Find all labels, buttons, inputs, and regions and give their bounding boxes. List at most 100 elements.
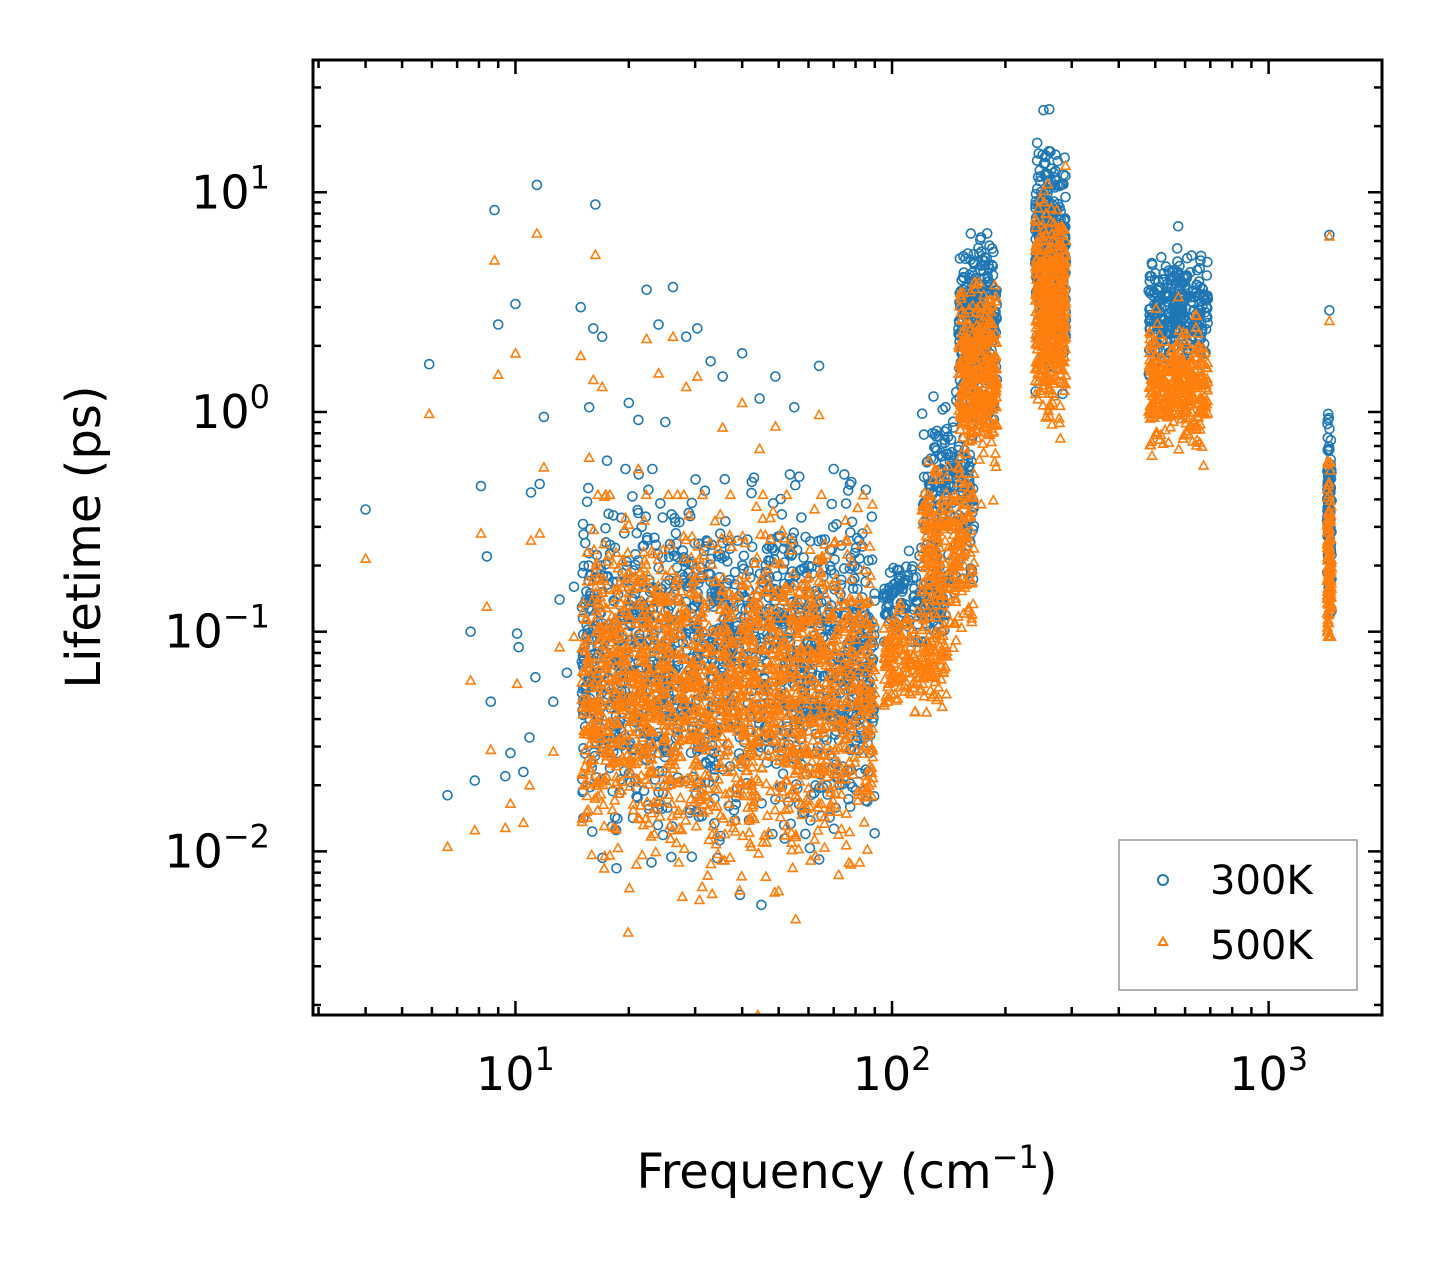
data-point-500k	[712, 736, 724, 748]
data-point-500k	[802, 782, 815, 793]
data-point-500k	[797, 673, 810, 684]
data-point-500k	[700, 740, 712, 751]
data-point-500k	[577, 597, 589, 608]
data-point-500k	[725, 532, 738, 544]
data-point-500k	[645, 602, 657, 614]
data-point-500k	[591, 488, 604, 500]
data-point-300k	[754, 568, 766, 580]
data-point-300k	[518, 766, 529, 778]
data-point-300k	[590, 199, 601, 210]
data-point-500k	[815, 754, 828, 765]
data-point-300k	[538, 411, 550, 423]
data-point-500k	[712, 722, 725, 733]
data-point-500k	[668, 584, 681, 595]
data-point-300k	[788, 401, 800, 413]
data-point-500k	[716, 730, 729, 742]
data-point-500k	[640, 488, 653, 500]
data-point-500k	[693, 625, 705, 637]
data-point-500k	[703, 677, 716, 688]
data-point-500k	[606, 803, 619, 815]
data-point-500k	[696, 880, 709, 892]
data-point-500k	[841, 548, 854, 559]
data-point-500k	[610, 546, 622, 558]
data-point-500k	[624, 780, 636, 791]
data-point-500k	[782, 706, 795, 718]
data-point-500k	[818, 841, 831, 852]
data-point-300k	[632, 504, 643, 516]
data-point-500k	[783, 625, 795, 636]
data-point-500k	[862, 692, 875, 703]
data-point-500k	[839, 535, 852, 546]
data-point-300k	[843, 793, 854, 805]
data-point-300k	[777, 768, 789, 780]
data-point-300k	[852, 583, 863, 595]
data-point-500k	[824, 688, 837, 700]
data-point-500k	[804, 659, 816, 670]
data-point-500k	[630, 638, 643, 650]
data-point-500k	[807, 698, 819, 710]
data-point-500k	[593, 620, 605, 632]
data-point-500k	[863, 577, 876, 589]
data-point-500k	[639, 747, 652, 758]
data-point-500k	[760, 870, 772, 882]
data-point-500k	[717, 812, 730, 823]
data-point-500k	[814, 690, 827, 702]
data-point-500k	[589, 657, 602, 669]
data-point-500k	[701, 639, 713, 651]
data-point-500k	[690, 688, 703, 699]
data-point-300k	[1181, 252, 1193, 264]
data-point-500k	[664, 701, 677, 712]
data-point-500k	[707, 702, 720, 714]
data-point-500k	[605, 757, 618, 768]
data-point-500k	[582, 657, 595, 669]
data-point-500k	[671, 714, 683, 726]
data-point-500k	[743, 657, 756, 668]
data-point-300k	[653, 319, 664, 330]
data-point-500k	[617, 754, 630, 765]
data-point-300k	[674, 516, 685, 528]
data-point-500k	[595, 788, 607, 799]
data-point-500k	[717, 697, 730, 709]
data-point-500k	[638, 514, 651, 525]
data-point-500k	[715, 610, 728, 622]
data-point-500k	[671, 488, 684, 500]
data-point-500k	[766, 620, 779, 631]
data-point-300k	[968, 258, 980, 270]
data-point-300k	[767, 828, 778, 840]
data-point-500k	[825, 579, 838, 590]
data-point-500k	[588, 543, 600, 555]
data-point-500k	[823, 705, 835, 716]
data-point-500k	[796, 808, 808, 820]
data-point-300k	[1042, 187, 1053, 199]
data-point-500k	[759, 734, 772, 746]
data-point-300k	[475, 480, 487, 492]
data-point-500k	[648, 710, 661, 721]
data-point-500k	[673, 628, 685, 640]
data-point-500k	[611, 590, 624, 602]
data-point-500k	[616, 580, 628, 592]
data-point-500k	[858, 816, 871, 827]
data-point-500k	[734, 787, 746, 799]
data-point-300k	[838, 563, 850, 574]
data-point-500k	[678, 842, 691, 854]
data-point-500k	[602, 646, 614, 658]
data-point-500k	[659, 773, 672, 785]
data-point-500k	[778, 591, 790, 602]
data-point-500k	[743, 718, 756, 730]
data-point-500k	[650, 767, 663, 779]
data-point-500k	[691, 773, 704, 785]
data-point-500k	[627, 798, 640, 809]
data-point-500k	[813, 739, 826, 751]
data-point-300k	[623, 397, 635, 409]
data-point-500k	[694, 567, 706, 578]
data-point-500k	[657, 543, 670, 555]
data-point-500k	[857, 488, 870, 500]
data-point-500k	[803, 570, 815, 582]
data-point-500k	[748, 557, 761, 568]
data-point-300k	[1323, 445, 1334, 457]
data-point-500k	[620, 646, 633, 658]
data-point-500k	[860, 617, 873, 628]
data-point-500k	[835, 664, 848, 676]
data-point-500k	[859, 774, 872, 786]
data-point-500k	[622, 518, 635, 530]
